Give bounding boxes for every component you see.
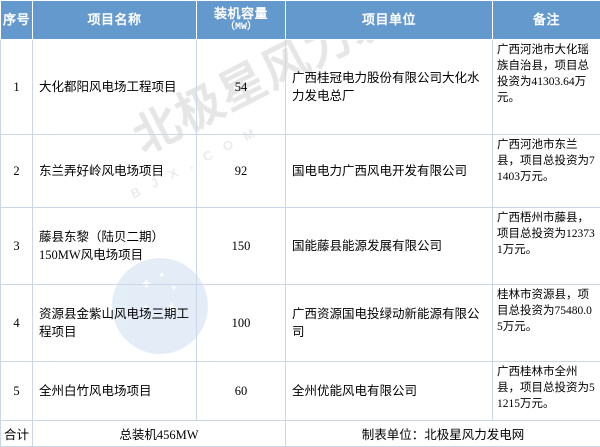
cell-remark: 广西河池市东兰县，项目总投资为71403万元。 xyxy=(493,135,600,208)
table-row: 3 藤县东黎（陆贝二期）150MW风电场项目 150 国能藤县能源发展有限公司 … xyxy=(1,208,600,285)
table-row: 5 全州白竹风电场项目 60 全州优能风电有限公司 广西桂林市全州县，项目总投资… xyxy=(1,362,600,421)
column-header-capacity-unit: （MW） xyxy=(197,22,285,35)
column-header-remark: 备注 xyxy=(493,1,600,40)
table-row: 2 东兰弄好岭风电场项目 92 国电电力广西风电开发有限公司 广西河池市东兰县，… xyxy=(1,135,600,208)
table-header-row: 序号 项目名称 装机容量 （MW） 项目单位 备注 xyxy=(1,1,600,40)
cell-capacity: 54 xyxy=(197,40,286,135)
cell-index: 3 xyxy=(1,208,33,285)
table-header: 序号 项目名称 装机容量 （MW） 项目单位 备注 xyxy=(1,1,600,40)
footer-maker: 制表单位：北极星风力发电网 xyxy=(286,421,600,447)
cell-remark: 桂林市资源县，项目总投资为75480.05万元。 xyxy=(493,285,600,362)
cell-project-unit: 国电电力广西风电开发有限公司 xyxy=(286,135,493,208)
column-header-capacity-label: 装机容量 xyxy=(214,6,268,21)
table-page: ✦ ✦ ✦ ✦ ✦ 北极星风力发电网 BJX.COM 序号 项目名称 装机容量 … xyxy=(0,0,600,420)
table-footer-row: 合计 总装机456MW 制表单位：北极星风力发电网 xyxy=(1,421,600,447)
cell-remark: 广西梧州市藤县，项目总投资为123731万元。 xyxy=(493,208,600,285)
footer-total-capacity: 总装机456MW xyxy=(33,421,286,447)
cell-project-name: 全州白竹风电场项目 xyxy=(33,362,197,421)
cell-project-unit: 国能藤县能源发展有限公司 xyxy=(286,208,493,285)
cell-project-name: 大化都阳风电场工程项目 xyxy=(33,40,197,135)
cell-project-name: 藤县东黎（陆贝二期）150MW风电场项目 xyxy=(33,208,197,285)
cell-index: 1 xyxy=(1,40,33,135)
column-header-index: 序号 xyxy=(1,1,33,40)
footer-total-label: 合计 xyxy=(1,421,33,447)
cell-index: 5 xyxy=(1,362,33,421)
cell-capacity: 60 xyxy=(197,362,286,421)
cell-capacity: 150 xyxy=(197,208,286,285)
column-header-name: 项目名称 xyxy=(33,1,197,40)
cell-project-name: 东兰弄好岭风电场项目 xyxy=(33,135,197,208)
cell-index: 4 xyxy=(1,285,33,362)
cell-remark: 广西桂林市全州县，项目总投资为51215万元。 xyxy=(493,362,600,421)
table-row: 1 大化都阳风电场工程项目 54 广西桂冠电力股份有限公司大化水力发电总厂 广西… xyxy=(1,40,600,135)
column-header-capacity: 装机容量 （MW） xyxy=(197,1,286,40)
column-header-unit: 项目单位 xyxy=(286,1,493,40)
cell-project-unit: 全州优能风电有限公司 xyxy=(286,362,493,421)
table-body: 1 大化都阳风电场工程项目 54 广西桂冠电力股份有限公司大化水力发电总厂 广西… xyxy=(1,40,600,447)
cell-capacity: 100 xyxy=(197,285,286,362)
cell-index: 2 xyxy=(1,135,33,208)
cell-project-name: 资源县金紫山风电场三期工程项目 xyxy=(33,285,197,362)
cell-remark: 广西河池市大化瑶族自治县，项目总投资为41303.64万元。 xyxy=(493,40,600,135)
cell-capacity: 92 xyxy=(197,135,286,208)
table-row: 4 资源县金紫山风电场三期工程项目 100 广西资源国电投绿动新能源有限公司 桂… xyxy=(1,285,600,362)
cell-project-unit: 广西资源国电投绿动新能源有限公司 xyxy=(286,285,493,362)
cell-project-unit: 广西桂冠电力股份有限公司大化水力发电总厂 xyxy=(286,40,493,135)
